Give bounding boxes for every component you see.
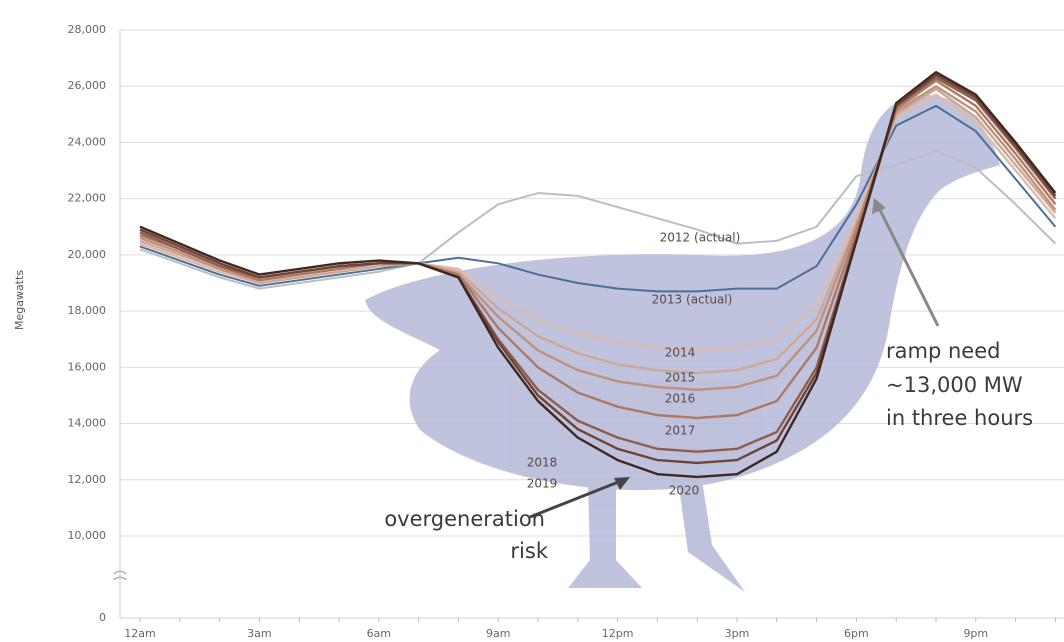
x-tick-label: 6pm: [844, 627, 869, 640]
series-line: [139, 70, 1057, 479]
series-label: 2013 (actual): [652, 293, 733, 307]
y-tick-label: 0: [99, 611, 106, 624]
duck-body: [365, 95, 1000, 490]
grid: 0 10,000 12,000 14,000 16,000 18,000 20,000 22,…: [68, 23, 1064, 640]
y-tick-label: 18,000: [68, 304, 107, 317]
duck-leg: [568, 480, 642, 588]
annotation-arrow: [876, 205, 940, 327]
series-label: 2015: [665, 371, 696, 385]
duck-silhouette: [365, 95, 1000, 592]
annotation-arrow: [529, 477, 627, 519]
y-tick-label: 22,000: [68, 192, 107, 205]
y-tick-label: 24,000: [68, 135, 107, 148]
series-line: [139, 104, 1057, 293]
x-tick-label: 9am: [486, 627, 510, 640]
axis-break: [113, 570, 127, 581]
series-label: 2012 (actual): [660, 231, 741, 245]
series-label: 2016: [665, 392, 696, 406]
y-tick-label: 16,000: [68, 360, 107, 373]
x-tick-label: 12pm: [602, 627, 634, 640]
y-tick-label: 14,000: [68, 417, 107, 430]
y-tick-label: 26,000: [68, 79, 107, 92]
annotation: in three hours: [886, 406, 1033, 430]
annotation: ~13,000 MW: [886, 373, 1023, 397]
series-line: [139, 73, 1057, 465]
x-tick-label: 3pm: [725, 627, 750, 640]
duck-leg: [678, 480, 745, 592]
annotation: risk: [510, 539, 548, 563]
y-tick-label: 20,000: [68, 248, 107, 261]
annotation-arrowhead: [614, 477, 630, 490]
x-tick-label: 6am: [367, 627, 391, 640]
series-label: 2020: [669, 484, 700, 498]
series-label: 2017: [665, 424, 696, 438]
series-line: [139, 149, 1057, 290]
series-line: [139, 87, 1057, 375]
y-axis-label: Megawatts: [13, 270, 26, 330]
x-tick-label: 3am: [247, 627, 271, 640]
annotation-arrowhead: [872, 198, 886, 214]
y-tick-label: 12,000: [68, 473, 107, 486]
annotation: ramp need: [886, 339, 1000, 363]
series-label: 2014: [665, 346, 696, 360]
y-tick-label: 10,000: [68, 529, 107, 542]
y-tick-label: 28,000: [68, 23, 107, 36]
series-label: 2019: [527, 477, 558, 491]
annotation: overgeneration: [384, 507, 545, 531]
plot-area: 2012 (actual) 2013 (actual) 2014 2015 2016 20…: [139, 70, 1057, 498]
series-label: 2018: [527, 456, 558, 470]
series-line: [139, 79, 1057, 420]
x-tick-label: 9pm: [963, 627, 988, 640]
x-tick-label: 12am: [124, 627, 155, 640]
